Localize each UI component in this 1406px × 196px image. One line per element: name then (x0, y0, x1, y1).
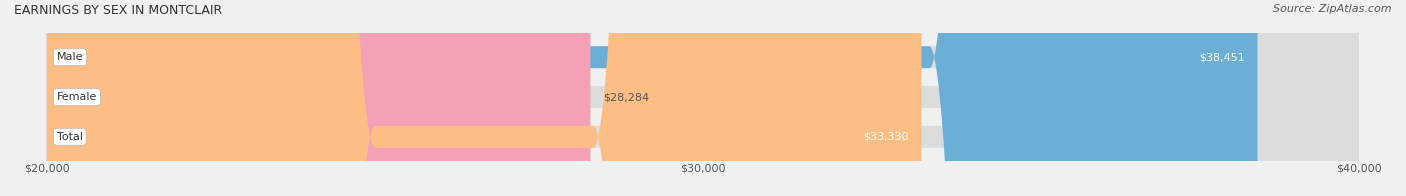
Text: Source: ZipAtlas.com: Source: ZipAtlas.com (1274, 4, 1392, 14)
Text: Female: Female (56, 92, 97, 102)
FancyBboxPatch shape (46, 0, 591, 196)
Text: Male: Male (56, 52, 83, 62)
Text: $38,451: $38,451 (1199, 52, 1244, 62)
FancyBboxPatch shape (46, 0, 1257, 196)
Text: $33,330: $33,330 (863, 132, 908, 142)
Text: Total: Total (56, 132, 83, 142)
FancyBboxPatch shape (46, 0, 1360, 196)
Text: EARNINGS BY SEX IN MONTCLAIR: EARNINGS BY SEX IN MONTCLAIR (14, 4, 222, 17)
Text: $28,284: $28,284 (603, 92, 650, 102)
FancyBboxPatch shape (46, 0, 921, 196)
FancyBboxPatch shape (46, 0, 1360, 196)
FancyBboxPatch shape (46, 0, 1360, 196)
